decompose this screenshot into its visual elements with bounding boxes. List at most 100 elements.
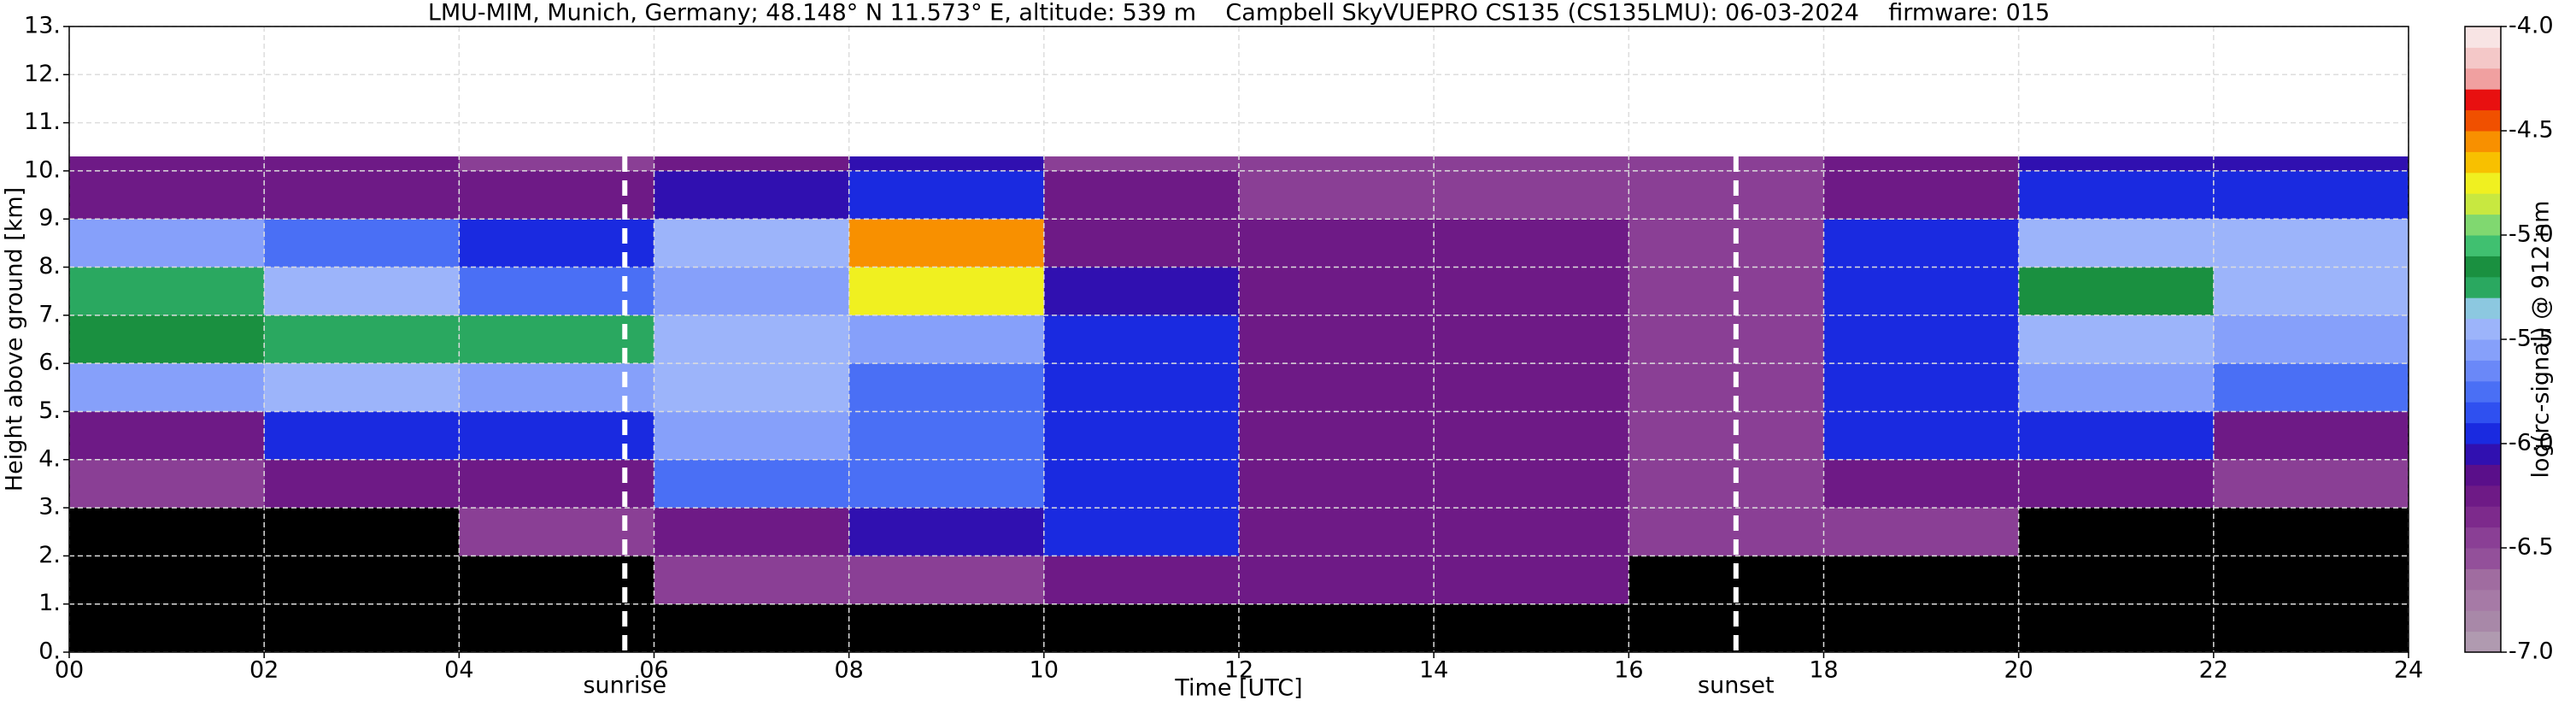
cell (1434, 315, 1629, 364)
cell (1434, 411, 1629, 460)
cell (2018, 156, 2214, 171)
colorbar-swatch (2465, 89, 2501, 111)
no-signal (459, 556, 654, 604)
cell (459, 156, 654, 171)
cell (69, 459, 265, 509)
cell (69, 170, 265, 220)
y-tick-label: 8. (38, 253, 61, 279)
cell (2018, 315, 2214, 364)
cell (1043, 267, 1239, 315)
colorbar-swatch (2465, 109, 2501, 132)
cell (264, 363, 460, 412)
cell (1823, 411, 2019, 460)
cell (264, 315, 460, 364)
x-tick-label: 02 (249, 657, 279, 684)
cell (2018, 459, 2214, 509)
colorbar-swatch (2465, 360, 2501, 382)
no-signal (1239, 603, 1435, 652)
cell (654, 363, 849, 412)
colorbar-swatch (2465, 485, 2501, 507)
cell (1043, 363, 1239, 412)
y-tick-label: 11. (24, 109, 61, 135)
cell (1043, 508, 1239, 556)
y-tick-label: 9. (38, 205, 61, 232)
cell (654, 170, 849, 220)
no-signal (264, 556, 460, 604)
cell (848, 363, 1044, 412)
cell (264, 411, 460, 460)
cell (2018, 363, 2214, 412)
cell (2018, 411, 2214, 460)
cell (1434, 508, 1629, 556)
cell (1239, 556, 1435, 604)
x-tick-label: 12 (1224, 657, 1253, 684)
y-tick-label: 2. (38, 542, 61, 568)
cell (1043, 315, 1239, 364)
colorbar-swatch (2465, 172, 2501, 194)
cell (654, 556, 849, 604)
cell (1628, 170, 1824, 220)
x-tick-label: 10 (1030, 657, 1059, 684)
colorbar-swatch (2465, 402, 2501, 424)
colorbar-tick-label: -5.5 (2509, 326, 2554, 352)
cell (264, 219, 460, 268)
no-signal (1628, 603, 1824, 652)
cell (2213, 219, 2409, 268)
cell (1239, 156, 1435, 171)
colorbar-swatch (2465, 548, 2501, 569)
x-tick-label: 24 (2394, 657, 2423, 684)
colorbar-swatch (2465, 631, 2501, 653)
cell (654, 411, 849, 460)
no-signal (654, 603, 849, 652)
cell (2213, 156, 2409, 171)
cell (2213, 411, 2409, 460)
no-signal (69, 508, 265, 556)
no-signal (2018, 508, 2214, 556)
cell (654, 156, 849, 171)
cell (69, 315, 265, 364)
colorbar-swatch (2465, 193, 2501, 215)
cell (1239, 363, 1435, 412)
no-signal (264, 508, 460, 556)
colorbar-swatch (2465, 610, 2501, 632)
no-signal (1434, 603, 1629, 652)
colorbar-tick-label: -6.0 (2509, 430, 2554, 456)
colorbar-swatch (2465, 131, 2501, 152)
chart-title: LMU-MIM, Munich, Germany; 48.148° N 11.5… (428, 0, 2050, 26)
cell (2213, 170, 2409, 220)
colorbar-label: log(rc-signal) @ 912 nm (2528, 201, 2555, 479)
x-tick-label: 16 (1614, 657, 1643, 684)
cell (1434, 459, 1629, 509)
cell (2213, 315, 2409, 364)
y-tick-label: 12. (24, 61, 61, 87)
y-tick-label: 10. (24, 156, 61, 183)
cell (654, 219, 849, 268)
cell (264, 156, 460, 171)
cell (1434, 170, 1629, 220)
colorbar-swatch (2465, 26, 2501, 48)
cell (1043, 411, 1239, 460)
colorbar-swatch (2465, 235, 2501, 256)
cell (2213, 267, 2409, 315)
colorbar-tick-label: -4.5 (2509, 117, 2554, 144)
annotation-label: sunrise (583, 673, 666, 699)
cell (2018, 267, 2214, 315)
colorbar-swatch (2465, 568, 2501, 591)
cell (1628, 459, 1824, 509)
no-signal (2018, 603, 2214, 652)
cell (848, 459, 1044, 509)
plot-frame (68, 26, 2409, 653)
cell (1239, 459, 1435, 509)
y-tick-label: 13. (24, 13, 61, 39)
y-tick-label: 3. (38, 494, 61, 521)
colorbar-swatch (2465, 506, 2501, 528)
cell (459, 459, 654, 509)
no-signal (2213, 603, 2409, 652)
colorbar-swatch (2465, 151, 2501, 174)
cell (69, 267, 265, 315)
cell (1823, 363, 2019, 412)
cell (459, 219, 654, 268)
cell (1043, 459, 1239, 509)
cell (1239, 170, 1435, 220)
